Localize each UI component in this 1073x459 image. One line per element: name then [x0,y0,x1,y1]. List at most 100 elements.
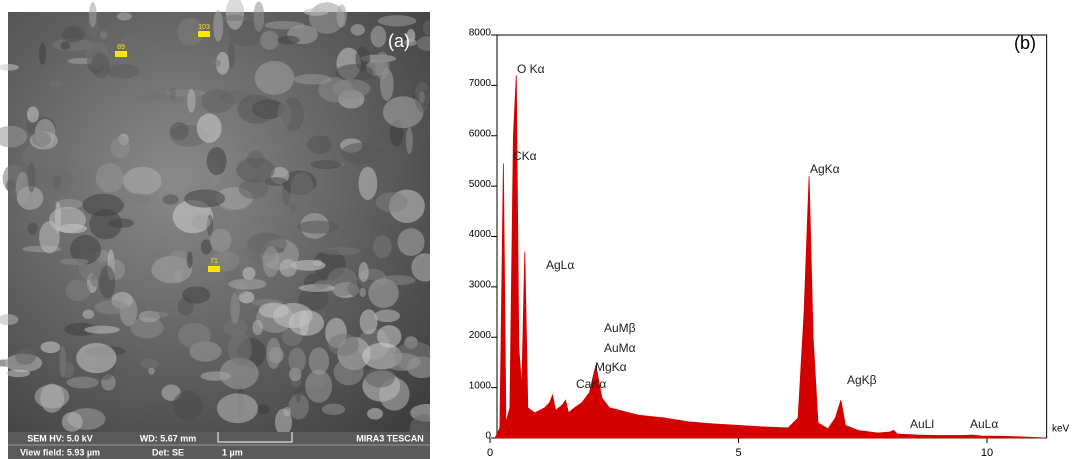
marker-label: 71 [210,258,218,265]
peak-label: AgKβ [847,373,877,387]
y-tick-label: 4000 [469,229,492,240]
info-text: Det: SE [152,447,184,457]
sem-texture [375,51,389,79]
sem-texture [266,338,281,369]
panel-label: (a) [388,31,410,51]
sem-texture [163,194,179,204]
sem-texture [229,279,267,290]
sem-texture [351,24,365,35]
sem-texture [252,320,263,335]
y-tick-label: 5000 [469,179,492,190]
sem-texture [60,362,74,378]
sem-texture [117,12,132,20]
sem-texture [173,391,203,420]
peak-label: AgKα [810,162,840,176]
sem-texture [111,136,130,158]
sem-texture [379,275,415,285]
x-tick-label: 5 [735,447,741,459]
x-tick-label: 10 [981,447,993,459]
sem-texture [294,74,332,84]
sem-texture [187,89,195,113]
sem-texture [141,358,159,368]
sem-texture [168,250,189,271]
sem-texture [415,82,430,113]
sem-texture [265,21,305,29]
peak-label: AgLα [546,258,574,272]
sem-texture [217,393,258,423]
x-axis-label: keV [1052,424,1070,435]
peak-label: O Kα [517,62,545,76]
sem-texture [91,53,110,78]
sem-texture [309,347,329,375]
sem-texture [213,10,223,42]
sem-texture [27,161,35,192]
y-tick-label: 2000 [469,330,492,341]
peak-label: AuMα [604,341,636,355]
peak-label: AuLα [970,417,998,431]
sem-texture [327,267,357,296]
sem-texture [279,259,296,277]
sem-texture [314,280,330,288]
sem-texture [28,223,38,235]
sem-texture [120,193,151,205]
sem-texture [359,288,366,298]
sem-texture [397,228,424,256]
sem-texture [290,203,296,212]
sem-texture [365,367,395,387]
peak-label: MgKα [595,360,627,374]
marker-box [115,51,127,57]
sem-texture [207,147,227,175]
sem-texture [337,4,347,27]
sem-texture [67,377,99,389]
sem-texture [201,89,234,113]
sem-texture [134,281,173,301]
peak-label: AuLl [910,417,934,431]
sem-texture [76,343,116,373]
sem-texture [41,341,61,353]
sem-texture [100,31,108,40]
sem-texture [145,311,169,317]
sem-texture [228,41,235,69]
info-text: 1 µm [222,447,243,457]
sem-texture [96,163,124,193]
sem-texture [328,333,359,355]
chart: 0100020003000400050006000700080000510keV… [440,0,1073,459]
info-text: WD: 5.67 mm [140,433,197,443]
sem-texture [304,8,329,15]
sem-texture [360,309,378,334]
sem-texture [221,15,247,21]
sem-texture [307,135,332,154]
sem-texture [332,79,371,98]
sem-texture [277,102,292,128]
sem-texture [192,214,211,229]
peak-label: CaKα [576,377,606,391]
sem-texture [260,31,279,50]
sem-texture [221,204,247,210]
sem-texture [197,113,222,142]
marker-label: 89 [117,44,125,51]
sem-texture [367,408,383,420]
sem-texture [89,209,122,239]
sem-texture [62,26,85,43]
sem-texture [374,309,400,322]
sem-texture [259,303,289,318]
marker-box [198,31,210,37]
sem-texture [212,59,220,67]
y-tick-label: 6000 [469,128,492,139]
sem-texture [378,15,416,26]
figure: (a) 89 103 71 SEM HV: 5.0 kV WD: 5.67 mm… [0,0,1073,459]
sem-texture [230,293,239,324]
sem-texture [90,273,99,287]
sem-texture [89,2,96,27]
sem-texture [210,229,232,252]
sem-texture [406,128,413,155]
sem-texture [359,262,369,282]
sem-texture [49,80,64,87]
y-tick-label: 8000 [469,28,492,39]
info-text: SEM HV: 5.0 kV [27,433,93,443]
peak-label: CKα [513,149,537,163]
sem-texture [277,36,299,45]
sem-texture [184,189,225,207]
info-text: MIRA3 TESCAN [356,433,424,443]
sem-texture [15,348,36,364]
